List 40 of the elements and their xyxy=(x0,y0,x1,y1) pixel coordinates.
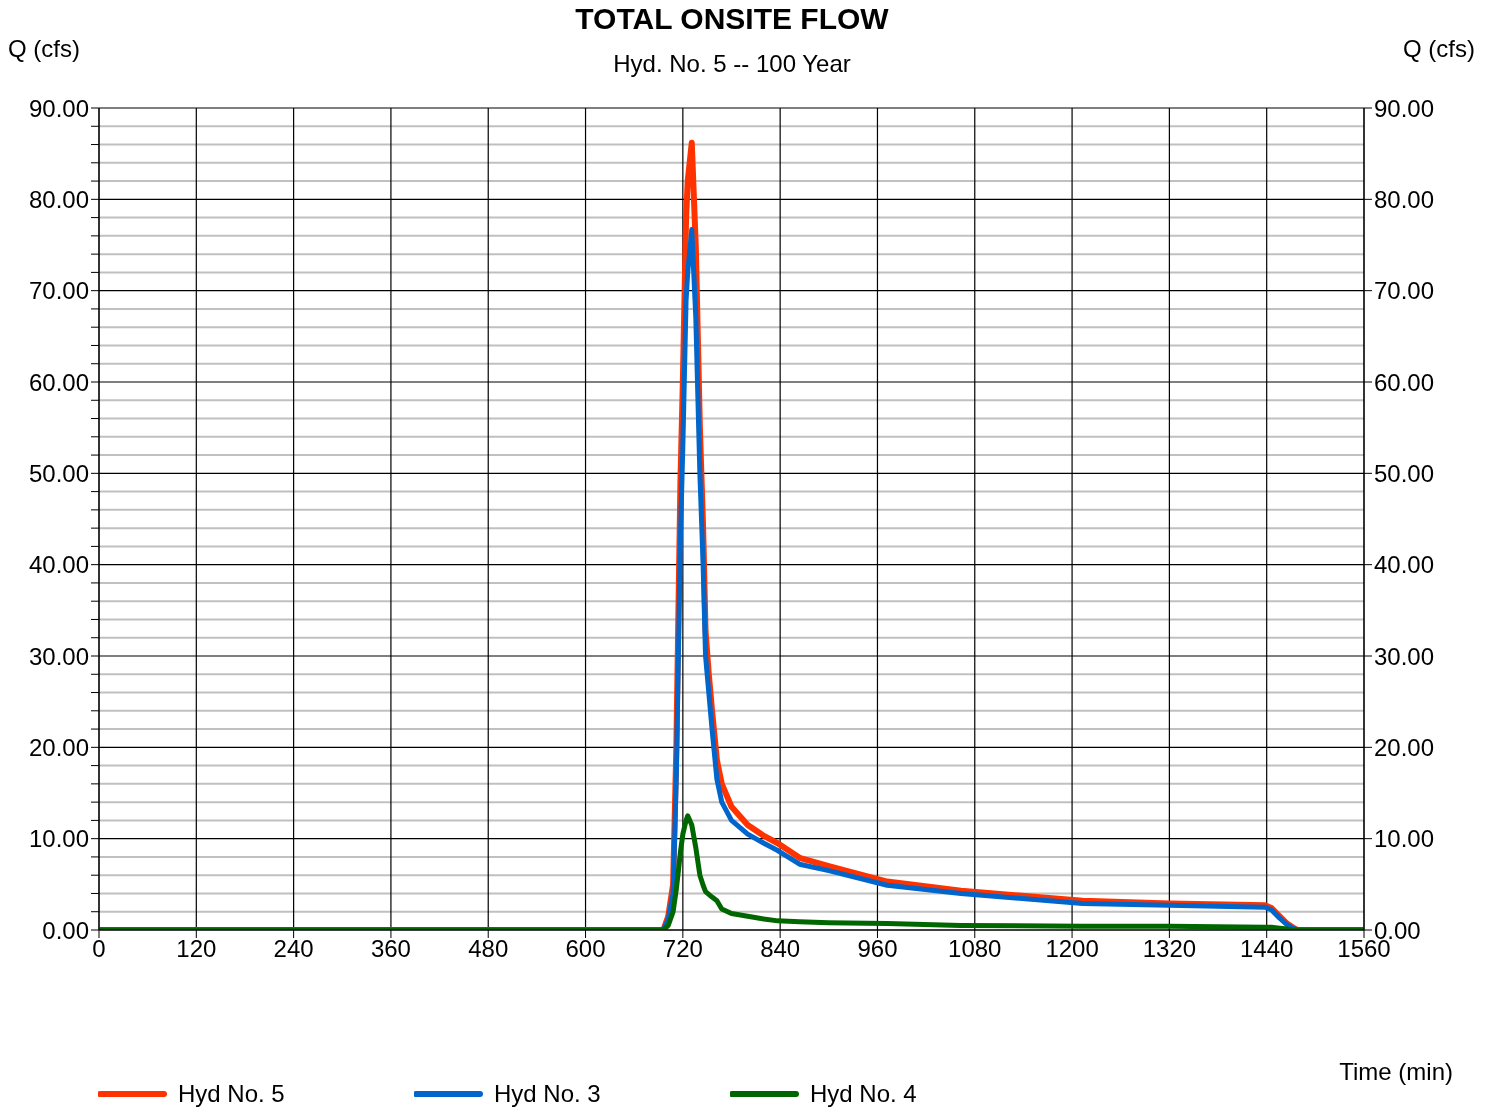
x-tick-label: 1080 xyxy=(948,935,1002,963)
x-tick-label: 960 xyxy=(857,935,898,963)
y-tick-label: 60.00 xyxy=(28,368,89,396)
y2-tick-label: 40.00 xyxy=(1374,551,1435,579)
y2-tick-label: 70.00 xyxy=(1374,277,1435,305)
x-tick-label: 120 xyxy=(176,935,217,963)
x-tick-label: 480 xyxy=(468,935,509,963)
x-tick-label: 360 xyxy=(370,935,411,963)
y-tick-label: 10.00 xyxy=(28,825,89,853)
y-tick-label: 90.00 xyxy=(28,94,89,122)
y2-tick-label: 10.00 xyxy=(1374,825,1435,853)
y-tick-label: 80.00 xyxy=(28,185,89,213)
legend-label: Hyd No. 5 xyxy=(178,1080,285,1108)
y-tick-label: 30.00 xyxy=(28,642,89,670)
x-tick-label: 1200 xyxy=(1045,935,1099,963)
y2-tick-label: 80.00 xyxy=(1374,185,1435,213)
x-axis-title: Time (min) xyxy=(1339,1058,1453,1086)
x-tick-label: 840 xyxy=(760,935,801,963)
legend-label: Hyd No. 3 xyxy=(494,1080,601,1108)
y-tick-label: 40.00 xyxy=(28,551,89,579)
y2-tick-label: 90.00 xyxy=(1374,94,1435,122)
chart-subtitle: Hyd. No. 5 -- 100 Year xyxy=(613,50,851,77)
x-tick-label: 240 xyxy=(273,935,314,963)
y-tick-label: 50.00 xyxy=(28,459,89,487)
y2-tick-label: 50.00 xyxy=(1374,459,1435,487)
x-tick-label: 720 xyxy=(662,935,703,963)
x-tick-label: 1440 xyxy=(1240,935,1294,963)
x-tick-label: 600 xyxy=(565,935,606,963)
y-tick-label: 70.00 xyxy=(28,277,89,305)
chart-title: TOTAL ONSITE FLOW xyxy=(574,2,890,36)
y-tick-label: 20.00 xyxy=(28,733,89,761)
x-tick-label: 0 xyxy=(92,935,106,963)
y2-tick-label: 20.00 xyxy=(1374,733,1435,761)
y2-tick-label: 60.00 xyxy=(1374,368,1435,396)
legend-label: Hyd No. 4 xyxy=(810,1080,917,1108)
y-tick-label: 0.00 xyxy=(42,916,89,944)
y-axis-title: Q (cfs) xyxy=(8,35,80,63)
x-tick-label: 1320 xyxy=(1142,935,1197,963)
y2-axis-title: Q (cfs) xyxy=(1403,35,1475,63)
y2-tick-label: 30.00 xyxy=(1374,642,1435,670)
